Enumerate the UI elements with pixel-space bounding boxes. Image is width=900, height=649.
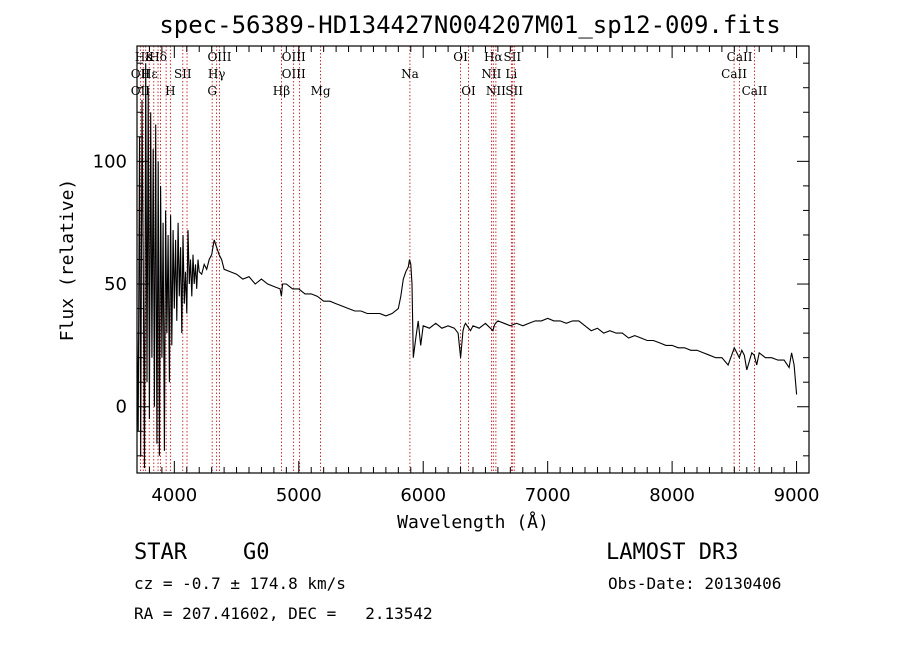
line-marker-label: OIII	[282, 67, 306, 81]
object-subclass: G0	[243, 540, 270, 565]
line-marker-label: SII	[174, 67, 192, 81]
line-marker-label: Li	[505, 67, 517, 81]
line-marker-label: SII	[505, 84, 523, 98]
line-marker-label: Hβ	[273, 84, 290, 98]
y-axis-label: Flux (relative)	[57, 179, 78, 342]
line-marker-label: CaII	[721, 67, 747, 81]
flux-line	[136, 63, 798, 469]
line-marker-label: NII	[481, 67, 501, 81]
object-class: STAR	[134, 540, 187, 565]
line-marker-label: NII	[486, 84, 506, 98]
line-marker-label: Mg	[311, 84, 331, 98]
coordinates: RA = 207.41602, DEC = 2.13542	[134, 604, 433, 623]
x-tick-label: 6000	[400, 485, 446, 506]
y-tick-label: 100	[93, 151, 127, 172]
line-marker-label: Hδ	[149, 50, 167, 64]
chart-title: spec-56389-HD134427N004207M01_sp12-009.f…	[159, 11, 780, 39]
line-marker-label: OII	[131, 84, 151, 98]
redshift-cz: cz = -0.7 ± 174.8 km/s	[134, 574, 346, 593]
line-marker-label: Na	[401, 67, 419, 81]
line-marker-label: Hγ	[208, 67, 226, 81]
line-marker-label: OI	[453, 50, 468, 64]
line-marker-label: G	[207, 84, 217, 98]
line-marker-label: Hε	[141, 67, 158, 81]
line-markers	[139, 46, 755, 473]
line-marker-label: CaII	[727, 50, 753, 64]
x-axis-label: Wavelength (Å)	[397, 511, 549, 533]
x-tick-label: 5000	[276, 485, 322, 506]
survey-name: LAMOST DR3	[606, 540, 739, 565]
y-axis: 0 50 100	[93, 62, 809, 457]
line-marker-label: OIII	[282, 50, 306, 64]
observation-date: Obs-Date: 20130406	[608, 574, 782, 593]
y-tick-label: 50	[104, 274, 127, 295]
y-tick-label: 0	[116, 397, 127, 418]
line-marker-label: Hα	[484, 50, 503, 64]
plot-frame	[136, 45, 810, 474]
x-tick-label: 4000	[151, 485, 197, 506]
line-marker-label: Hε	[135, 50, 152, 64]
line-marker-label: K	[145, 50, 155, 64]
line-marker-label: SII	[503, 50, 521, 64]
x-axis: 4000 5000 6000 7000 8000 9000	[136, 46, 820, 506]
x-tick-label: 8000	[649, 485, 695, 506]
line-marker-label: CaII	[742, 84, 768, 98]
x-tick-label: 9000	[774, 485, 820, 506]
x-tick-label: 7000	[525, 485, 571, 506]
line-marker-label: OIII	[207, 50, 231, 64]
line-marker-label: OI	[461, 84, 476, 98]
line-marker-label: H	[165, 84, 175, 98]
